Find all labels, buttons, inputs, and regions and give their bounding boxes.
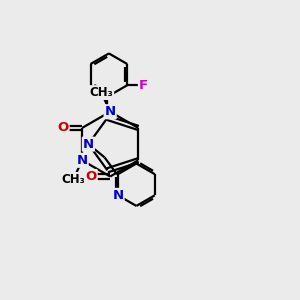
Text: F: F bbox=[139, 79, 148, 92]
Text: N: N bbox=[76, 154, 88, 167]
Text: N: N bbox=[83, 138, 94, 151]
Text: O: O bbox=[85, 170, 97, 183]
Text: CH₃: CH₃ bbox=[61, 173, 85, 186]
Text: N: N bbox=[112, 189, 124, 202]
Text: O: O bbox=[57, 122, 69, 134]
Text: N: N bbox=[105, 105, 116, 118]
Text: CH₃: CH₃ bbox=[89, 86, 113, 99]
